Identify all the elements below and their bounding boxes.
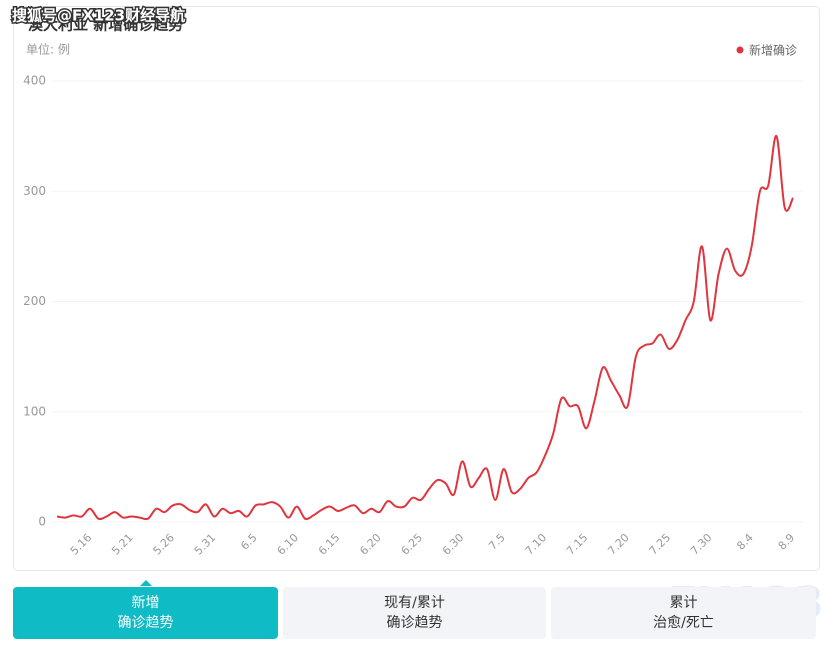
chart-panel: [13, 6, 820, 571]
chart-title: 澳大利亚 新增确诊趋势: [28, 16, 183, 34]
tab[interactable]: 现有/累计确诊趋势: [283, 587, 546, 639]
tab-text: 新增: [131, 595, 160, 611]
tab[interactable]: 新增 确诊趋势: [13, 587, 278, 639]
tab[interactable]: 累计治愈/死亡: [551, 587, 816, 639]
tab-text: 累计: [669, 595, 698, 611]
y-tick-label: 100: [23, 404, 46, 418]
tab-pointer: [140, 580, 152, 586]
series-line: [56, 135, 794, 521]
y-tick-label: 200: [23, 294, 46, 308]
y-tick-label: 400: [23, 74, 46, 88]
tab-text: 确诊趋势: [117, 615, 174, 631]
legend-label[interactable]: 新增确诊: [749, 43, 797, 58]
watermark: 搜狐号@FX123财经导航: [12, 7, 185, 25]
tab-text: 现有/累计: [384, 595, 445, 611]
y-tick-label: 0: [38, 515, 46, 529]
tab-text: 治愈/死亡: [653, 615, 714, 631]
tab-text: 确诊趋势: [386, 615, 443, 631]
y-tick-label: 300: [23, 184, 46, 198]
unit-label: 单位: 例: [26, 42, 70, 57]
legend-marker: [736, 46, 744, 54]
